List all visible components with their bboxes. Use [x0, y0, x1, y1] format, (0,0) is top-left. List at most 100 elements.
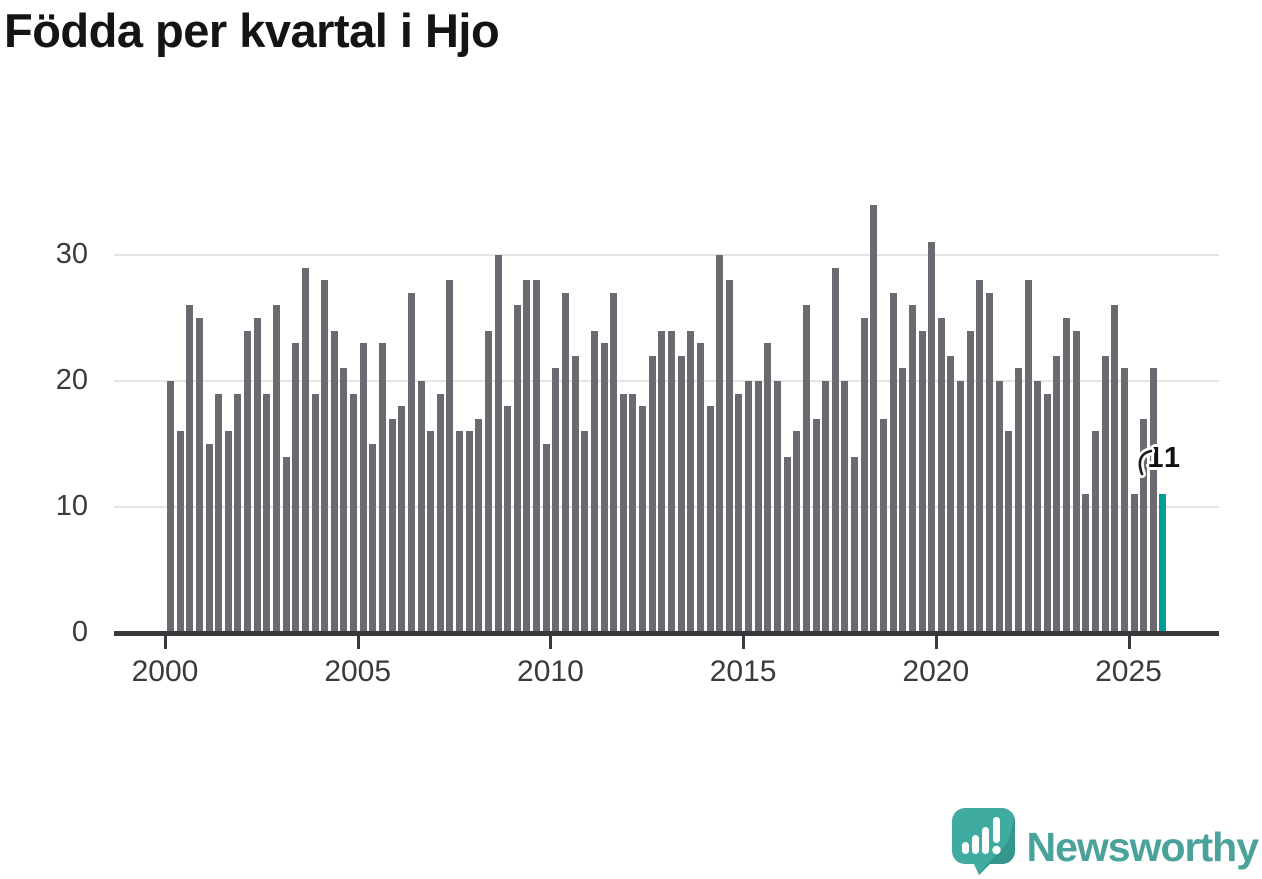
bar-2018-Q2	[870, 204, 878, 633]
x-axis-label-2010: 2010	[517, 655, 584, 688]
bar-2022-Q1	[1014, 368, 1022, 633]
bar-2005-Q2	[369, 444, 377, 633]
bar-2006-Q1	[398, 406, 406, 633]
bar-2023-Q3	[1072, 330, 1080, 633]
bar-2017-Q1	[822, 381, 830, 633]
bar-2017-Q2	[831, 267, 839, 633]
bar-2012-Q2	[639, 406, 647, 633]
x-axis-label-2015: 2015	[709, 655, 777, 688]
bar-2023-Q4	[1082, 494, 1090, 633]
bar-2025-Q2	[1140, 418, 1148, 633]
x-axis-label-2005: 2005	[324, 655, 392, 688]
chart-title: Födda per kvartal i Hjo	[4, 4, 500, 57]
bar-2003-Q2	[292, 343, 300, 633]
y-axis-label-10: 10	[55, 490, 88, 522]
bar-2007-Q3	[456, 431, 464, 633]
bar-2010-Q4	[581, 431, 589, 633]
bar-2011-Q2	[600, 343, 608, 633]
bar-2011-Q3	[610, 292, 618, 633]
bar-2000-Q2	[176, 431, 184, 633]
bar-2025-Q3	[1149, 368, 1157, 633]
bar-2022-Q4	[1043, 393, 1051, 633]
bar-2005-Q3	[378, 343, 386, 633]
bar-2010-Q1	[552, 368, 560, 633]
bar-2016-Q3	[802, 305, 810, 633]
bar-2016-Q2	[793, 431, 801, 633]
bar-2012-Q1	[629, 393, 637, 633]
bar-2008-Q2	[484, 330, 492, 633]
bar-2013-Q1	[668, 330, 676, 633]
bar-2012-Q3	[648, 355, 656, 633]
newsworthy-logo: Newsworthy	[950, 806, 1259, 875]
annotation-pointer-hook	[1136, 448, 1156, 479]
bar-2009-Q4	[542, 444, 550, 633]
bar-2017-Q3	[841, 381, 849, 633]
bar-2013-Q4	[696, 343, 704, 633]
bar-2008-Q1	[475, 418, 483, 633]
bar-2000-Q4	[195, 318, 203, 633]
x-axis-tick-2020	[934, 636, 938, 649]
bar-2009-Q1	[513, 305, 521, 633]
bar-2004-Q3	[340, 368, 348, 633]
y-axis-label-20: 20	[55, 364, 88, 396]
bar-2022-Q3	[1034, 381, 1042, 633]
bar-2001-Q1	[205, 444, 213, 633]
bar-2024-Q2	[1101, 355, 1109, 633]
gridline-10	[114, 506, 1219, 508]
bar-2012-Q4	[658, 330, 666, 633]
bar-2021-Q2	[985, 292, 993, 633]
bar-chart-exclamation-icon	[951, 808, 1015, 875]
bar-2001-Q4	[234, 393, 242, 633]
bar-2018-Q4	[889, 292, 897, 633]
bar-2016-Q4	[812, 418, 820, 633]
bar-2002-Q1	[244, 330, 252, 633]
y-axis-label-30: 30	[55, 238, 88, 270]
bar-2015-Q2	[754, 381, 762, 633]
bar-2003-Q1	[282, 456, 290, 633]
bar-2024-Q1	[1091, 431, 1099, 633]
x-axis-label-2000: 2000	[131, 655, 199, 688]
bar-2015-Q1	[745, 381, 753, 633]
bar-2014-Q1	[706, 406, 714, 633]
bar-2000-Q3	[186, 305, 194, 633]
x-axis-label-2020: 2020	[902, 655, 970, 688]
bar-2007-Q2	[446, 280, 454, 633]
x-axis-line	[114, 631, 1219, 636]
x-axis-tick-2010	[549, 636, 553, 649]
gridline-30	[114, 254, 1219, 256]
bar-2002-Q3	[263, 393, 271, 633]
bar-2023-Q1	[1053, 355, 1061, 633]
bar-2006-Q3	[417, 381, 425, 633]
bar-2003-Q3	[301, 267, 309, 633]
bar-2018-Q3	[879, 418, 887, 633]
bar-2013-Q2	[677, 355, 685, 633]
bar-2002-Q4	[272, 305, 280, 633]
bar-2014-Q3	[725, 280, 733, 633]
bar-2019-Q3	[918, 330, 926, 633]
bar-2022-Q2	[1024, 280, 1032, 633]
bar-2010-Q3	[571, 355, 579, 633]
bar-2005-Q1	[359, 343, 367, 633]
bar-2021-Q1	[976, 280, 984, 633]
x-axis-label-2025: 2025	[1095, 655, 1162, 688]
bar-2015-Q4	[774, 381, 781, 633]
bar-2025-Q1	[1130, 494, 1138, 633]
bar-2011-Q1	[590, 330, 598, 633]
bar-2009-Q3	[533, 280, 541, 633]
y-axis-label-0: 0	[71, 616, 88, 648]
bar-2006-Q2	[407, 292, 415, 633]
bar-2009-Q2	[523, 280, 531, 633]
bar-2019-Q2	[908, 305, 916, 633]
bar-2016-Q1	[783, 456, 791, 633]
bar-2021-Q4	[1005, 431, 1013, 633]
bar-2004-Q1	[321, 280, 329, 633]
gridline-20	[114, 380, 1219, 382]
bar-2020-Q3	[957, 381, 965, 633]
bar-2020-Q2	[947, 355, 955, 633]
bar-2001-Q2	[215, 393, 223, 633]
bar-2004-Q4	[350, 393, 358, 633]
bar-2013-Q3	[687, 330, 695, 633]
x-axis-tick-2000	[164, 636, 167, 649]
bar-2019-Q4	[928, 242, 936, 633]
bar-2008-Q4	[504, 406, 512, 633]
